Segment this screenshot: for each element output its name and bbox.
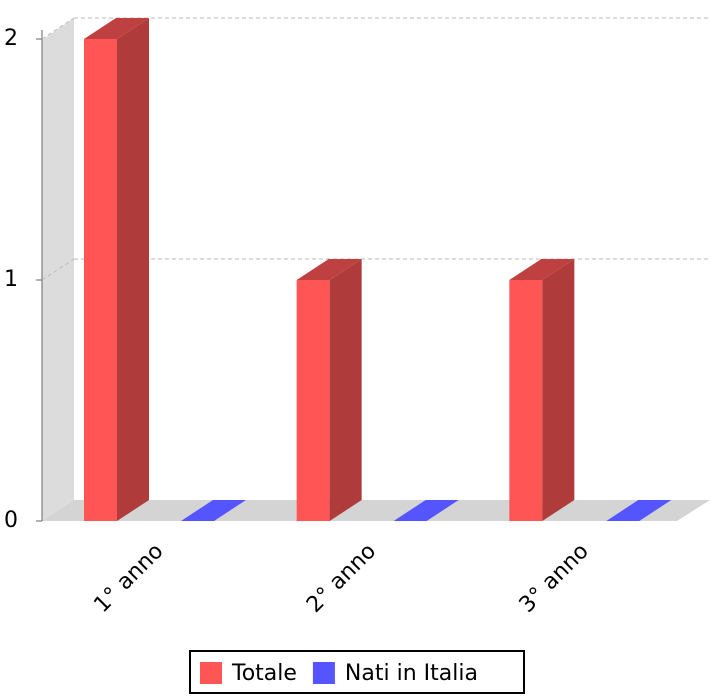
bar-front — [296, 280, 330, 521]
bar-side — [329, 259, 362, 521]
bar-top — [84, 18, 149, 39]
back-wall — [42, 18, 74, 521]
bar-top — [181, 500, 246, 521]
legend-swatch — [200, 662, 222, 684]
bar-top — [296, 259, 362, 280]
x-tick-label: 1° anno — [89, 539, 168, 618]
legend-label: Totale — [231, 661, 297, 686]
grid-line — [41, 17, 75, 40]
bar-top — [393, 500, 459, 521]
bar-front — [509, 280, 543, 521]
bar-top — [606, 500, 672, 521]
bar-side — [542, 259, 575, 521]
legend-label: Nati in Italia — [345, 661, 478, 686]
y-tick-label: 0 — [4, 508, 18, 533]
bar-front — [84, 39, 117, 521]
y-tick-label: 2 — [4, 26, 18, 51]
bar-top — [509, 259, 575, 280]
y-tick-label: 1 — [4, 267, 18, 292]
legend-box — [189, 650, 525, 694]
x-tick-label: 3° anno — [515, 539, 594, 618]
x-tick-label: 2° anno — [302, 539, 381, 618]
bar-side — [117, 18, 149, 521]
grid-line — [41, 258, 75, 281]
legend-swatch — [312, 662, 335, 684]
